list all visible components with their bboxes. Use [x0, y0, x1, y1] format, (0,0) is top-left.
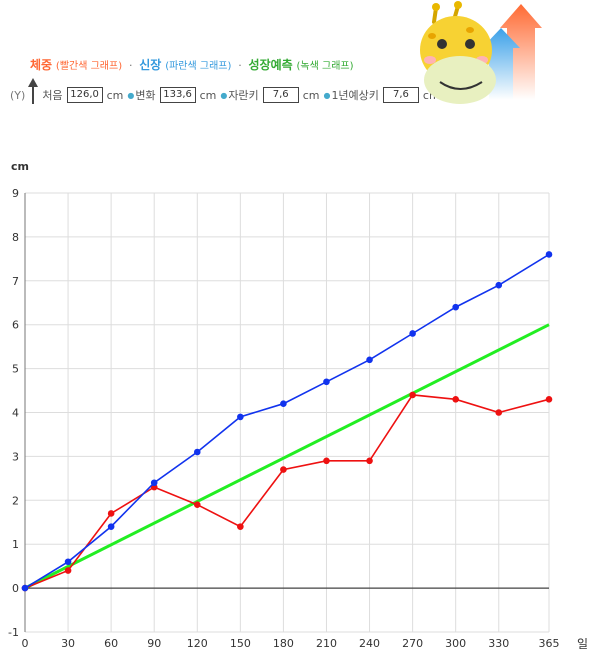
y-tick-label: 3 [12, 450, 19, 463]
series-point-0 [495, 281, 503, 289]
x-tick-label: 180 [273, 637, 294, 650]
change-label: 변화 [135, 89, 156, 102]
x-tick-label: 60 [104, 637, 118, 650]
y-tick-label: 2 [12, 494, 19, 507]
legend-prediction-sub: (녹색 그래프) [296, 61, 354, 72]
series-point-1 [545, 396, 553, 403]
x-tick-label: 150 [230, 637, 251, 650]
legend-separator: · [238, 59, 242, 72]
series-point-0 [150, 479, 158, 487]
series-point-1 [64, 567, 72, 574]
change-value: 133,6 [159, 87, 196, 103]
bullet-icon: ● [323, 90, 331, 100]
chart-axes [24, 193, 549, 632]
y-tick-label: -1 [8, 626, 19, 639]
series-point-0 [21, 584, 29, 592]
series-line-2 [24, 323, 550, 590]
y-tick-label: 7 [12, 275, 19, 288]
y-axis-label: cm [11, 160, 29, 173]
stats-row: (Y) 처음 126,0 cm ● 변화 133,6 cm ● 자란키 7,6 … [10, 78, 440, 108]
x-tick-label: 330 [488, 637, 509, 650]
series-point-1 [323, 457, 330, 465]
series-point-0 [107, 523, 115, 530]
legend-separator: · [128, 59, 133, 72]
x-tick-label: 0 [22, 637, 29, 650]
change-unit: cm [199, 88, 217, 102]
chart-grid [24, 192, 550, 633]
x-tick-label: 270 [402, 637, 423, 650]
series-point-1 [495, 409, 503, 416]
series-point-0 [64, 558, 72, 566]
series-point-0 [452, 303, 459, 311]
y-tick-label: 1 [12, 538, 19, 551]
legend-height: 신장 [139, 58, 162, 72]
first-label: 처음 [42, 89, 63, 102]
chart-series [21, 251, 553, 592]
series-point-1 [409, 391, 416, 399]
first-value: 126,0 [66, 87, 103, 103]
x-tick-label: 30 [61, 637, 75, 650]
first-unit: cm [106, 88, 124, 102]
series-point-1 [452, 396, 459, 403]
series-line-1 [24, 394, 550, 589]
y-tick-label: 0 [12, 582, 19, 595]
yearly-value: 7,6 [382, 87, 419, 103]
series-point-1 [366, 457, 373, 465]
y-axis-tag: (Y) [10, 88, 26, 102]
y-tick-label: 6 [12, 319, 19, 332]
bullet-icon: ● [220, 90, 228, 100]
series-point-0 [193, 448, 201, 456]
x-tick-label: 210 [316, 637, 337, 650]
series-point-0 [366, 356, 373, 364]
bullet-icon: ● [127, 90, 135, 100]
giraffe-mascot-icon [420, 1, 542, 104]
yearly-label: 1년예상키 [331, 89, 379, 102]
legend-weight-sub: (빨간색 그래프) [55, 61, 123, 72]
series-point-1 [280, 466, 287, 473]
y-tick-label: 9 [12, 187, 19, 200]
grow-value: 7,6 [262, 87, 299, 103]
x-tick-label: 365 [539, 637, 560, 650]
series-point-1 [107, 510, 115, 517]
series-point-0 [280, 400, 287, 408]
legend-height-sub: (파란색 그래프) [165, 61, 232, 72]
legend-prediction: 성장예측 [248, 58, 293, 72]
x-tick-label: 240 [359, 637, 380, 650]
y-tick-label: 8 [12, 231, 19, 244]
grow-unit: cm [302, 88, 320, 102]
legend: 체중 (빨간색 그래프) · 신장 (파란색 그래프) · 성장예측 (녹색 그… [30, 56, 354, 73]
series-point-1 [193, 501, 201, 508]
y-tick-label: 5 [12, 363, 19, 376]
legend-weight: 체중 [30, 58, 53, 72]
x-tick-label: 300 [445, 637, 466, 650]
up-arrow-icon [28, 78, 39, 104]
series-line-0 [24, 253, 550, 589]
x-tick-label: 90 [147, 637, 161, 650]
series-point-1 [237, 523, 244, 530]
grow-label: 자란키 [228, 89, 259, 102]
series-point-0 [545, 251, 553, 258]
y-tick-label: 4 [12, 407, 19, 420]
x-axis-label: 일 [577, 637, 588, 651]
series-point-0 [323, 378, 330, 386]
series-point-0 [409, 330, 416, 337]
x-tick-label: 120 [187, 637, 208, 650]
series-point-0 [237, 413, 244, 421]
